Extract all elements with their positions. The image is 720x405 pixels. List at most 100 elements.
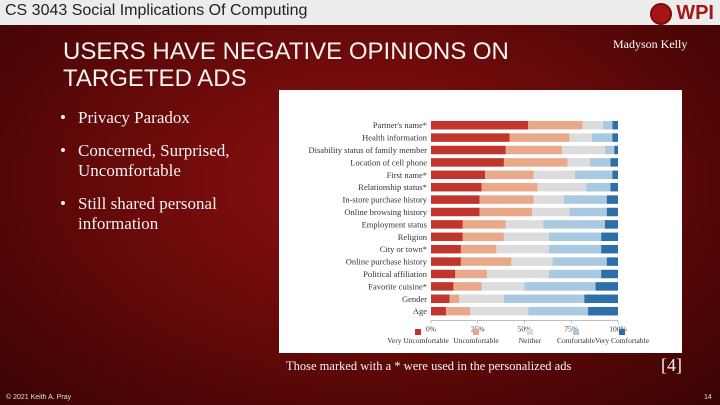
- bar-segment: [431, 269, 456, 279]
- stacked-bar-chart: Partner's name* Health information Disabil…: [308, 120, 650, 345]
- course-title: CS 3043 Social Implications Of Computing: [5, 2, 308, 19]
- bar-segment: [589, 158, 611, 167]
- legend-label: Uncomfortable: [453, 336, 499, 345]
- bar-segment: [606, 195, 618, 204]
- bar-segment: [487, 269, 549, 279]
- bar-segment: [485, 170, 534, 180]
- bullet-item: Concerned, Surprised, Uncomfortable: [60, 141, 270, 181]
- bar-segment: [503, 294, 585, 304]
- bar-segment: [462, 220, 506, 229]
- category-label: Location of cell phone: [350, 157, 427, 167]
- bar-segment: [612, 170, 618, 180]
- bar-segment: [431, 257, 461, 266]
- bar-segment: [431, 133, 510, 142]
- bar-segment: [612, 120, 618, 130]
- bar-segment: [543, 220, 605, 229]
- bar-segment: [582, 120, 604, 130]
- wpi-seal-icon: [650, 2, 673, 25]
- slide-header-bar: CS 3043 Social Implications Of Computing…: [0, 0, 720, 25]
- bar-segment: [431, 232, 463, 242]
- legend-label: Very Comfortable: [595, 336, 650, 345]
- reference-number: [4]: [661, 355, 682, 375]
- wpi-logo: WPI: [650, 2, 714, 25]
- bar-segment: [610, 158, 618, 167]
- category-label: In-store purchase history: [342, 195, 427, 205]
- category-label: Employment status: [362, 219, 427, 229]
- bar-segment: [509, 133, 570, 142]
- bar-segment: [601, 232, 618, 242]
- bar-segment: [431, 145, 506, 155]
- bar-segment: [481, 282, 525, 291]
- bar-segment: [569, 133, 592, 142]
- bullet-list: Privacy Paradox Concerned, Surprised, Un…: [60, 108, 270, 247]
- bar-segment: [595, 282, 618, 291]
- legend-swatch: [619, 329, 625, 335]
- legend-swatch: [527, 329, 533, 335]
- bar-segment: [479, 207, 532, 217]
- category-label: Relationship status*: [358, 182, 427, 192]
- category-label: City or town*: [380, 244, 427, 254]
- bar-segment: [455, 269, 488, 279]
- bar-segment: [470, 306, 529, 316]
- bar-segment: [606, 257, 618, 266]
- bar-segment: [481, 182, 538, 192]
- category-label: Health information: [362, 133, 428, 143]
- slide-title: USERS HAVE NEGATIVE OPINIONS ON TARGETED…: [63, 38, 509, 92]
- bar-segment: [503, 232, 549, 242]
- category-label: Political affiliation: [363, 269, 428, 279]
- legend-swatch: [473, 329, 479, 335]
- bar-segment: [548, 232, 602, 242]
- category-label: Partner's name*: [373, 120, 427, 130]
- bar-segment: [548, 244, 602, 254]
- category-label: Disability status of family member: [308, 145, 427, 155]
- bar-segment: [584, 294, 618, 304]
- bar-segment: [431, 207, 480, 217]
- legend-swatch: [415, 329, 421, 335]
- bar-segment: [533, 170, 575, 180]
- x-tick-label: 0%: [426, 324, 436, 333]
- bullet-item: Privacy Paradox: [60, 108, 270, 128]
- bar-segment: [445, 306, 471, 316]
- bar-segment: [612, 133, 618, 142]
- bar-segment: [496, 244, 549, 254]
- x-tick-label: 75%: [564, 324, 578, 333]
- bar-segment: [552, 257, 607, 266]
- bar-segment: [431, 306, 446, 316]
- bar-segment: [604, 145, 615, 155]
- bar-segment: [548, 269, 602, 279]
- footer-copyright: © 2021 Keith A. Pray: [6, 394, 72, 401]
- bar-segment: [601, 269, 618, 279]
- bar-segment: [603, 120, 613, 130]
- bar-segment: [431, 220, 463, 229]
- bar-segment: [431, 182, 482, 192]
- bar-segment: [453, 282, 482, 291]
- x-tick-label: 50%: [518, 324, 532, 333]
- legend-label: Neither: [519, 336, 542, 345]
- bar-segment: [511, 257, 553, 266]
- page-number: 14: [704, 394, 712, 401]
- bar-segment: [567, 158, 590, 167]
- bar-segment: [431, 282, 454, 291]
- bar-segment: [524, 282, 596, 291]
- bar-segment: [431, 294, 450, 304]
- x-tick-label: 100%: [609, 324, 627, 333]
- bar-segment: [533, 195, 564, 204]
- bar-segment: [591, 133, 613, 142]
- chart-container: Partner's name* Health information Disabil…: [279, 90, 682, 353]
- bar-segment: [528, 120, 583, 130]
- wpi-logo-text: WPI: [676, 2, 714, 24]
- bar-segment: [431, 170, 486, 180]
- legend-label: Comfortable: [557, 336, 596, 345]
- legend-label: Very Uncomfortable: [387, 336, 449, 345]
- bar-segment: [563, 195, 607, 204]
- bullet-item: Still shared personal information: [60, 194, 270, 234]
- bar-segment: [503, 158, 568, 167]
- category-label: Online browsing history: [344, 207, 427, 217]
- category-label: Religion: [398, 232, 428, 242]
- bar-segment: [460, 257, 512, 266]
- bar-segment: [569, 207, 607, 217]
- bar-segment: [601, 244, 618, 254]
- bar-segment: [460, 244, 497, 254]
- category-label: Gender: [402, 294, 427, 304]
- chart-caption: Those marked with a * were used in the p…: [286, 359, 572, 373]
